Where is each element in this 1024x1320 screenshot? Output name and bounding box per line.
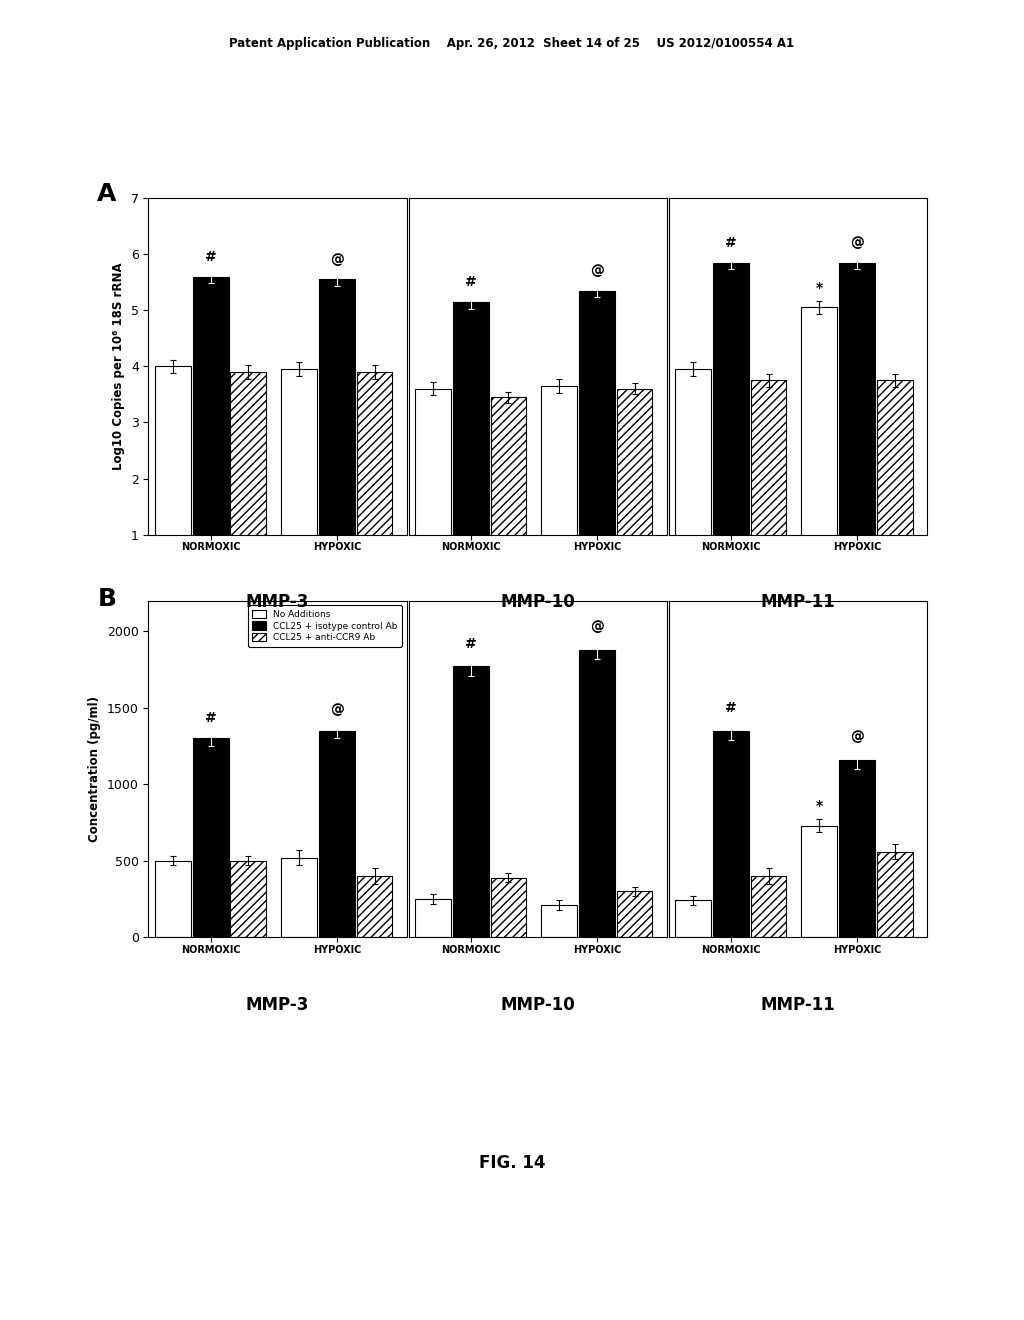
Bar xyxy=(415,388,451,591)
Bar xyxy=(282,858,317,937)
Text: MMP-3: MMP-3 xyxy=(246,995,309,1014)
Bar xyxy=(713,731,749,937)
Text: #: # xyxy=(725,236,736,251)
Text: @: @ xyxy=(850,730,864,744)
Text: MMP-10: MMP-10 xyxy=(501,593,574,611)
Bar xyxy=(356,876,392,937)
Bar xyxy=(490,878,526,937)
Bar xyxy=(675,900,711,937)
Legend: No Additions, CCL25 + isotype control Ab, CCL25 + anti-CCR9 Ab: No Additions, CCL25 + isotype control Ab… xyxy=(248,605,402,647)
Text: #: # xyxy=(465,638,476,651)
Bar xyxy=(616,388,652,591)
Bar xyxy=(155,861,190,937)
Bar xyxy=(542,385,578,591)
Bar xyxy=(839,760,874,937)
Bar xyxy=(193,738,228,937)
Text: MMP-11: MMP-11 xyxy=(761,593,835,611)
Text: #: # xyxy=(205,251,216,264)
Bar xyxy=(579,649,614,937)
Bar xyxy=(616,891,652,937)
Bar xyxy=(230,861,266,937)
Bar xyxy=(230,372,266,591)
Bar xyxy=(877,851,912,937)
Text: *: * xyxy=(816,800,823,813)
Text: #: # xyxy=(725,701,736,715)
Text: @: @ xyxy=(590,264,604,279)
Text: MMP-11: MMP-11 xyxy=(761,995,835,1014)
Bar xyxy=(713,263,749,591)
Text: B: B xyxy=(97,587,117,611)
Text: #: # xyxy=(205,710,216,725)
Text: MMP-10: MMP-10 xyxy=(501,995,574,1014)
Bar xyxy=(802,308,838,591)
Text: @: @ xyxy=(590,620,604,635)
Bar xyxy=(453,667,488,937)
Bar xyxy=(193,277,228,591)
Bar xyxy=(453,302,488,591)
Bar xyxy=(318,280,354,591)
Bar xyxy=(490,397,526,591)
Y-axis label: Concentration (pg/ml): Concentration (pg/ml) xyxy=(88,696,101,842)
Text: FIG. 14: FIG. 14 xyxy=(479,1154,545,1172)
Bar xyxy=(839,263,874,591)
Text: Patent Application Publication    Apr. 26, 2012  Sheet 14 of 25    US 2012/01005: Patent Application Publication Apr. 26, … xyxy=(229,37,795,50)
Text: #: # xyxy=(465,276,476,289)
Bar xyxy=(751,876,786,937)
Bar xyxy=(751,380,786,591)
Bar xyxy=(675,370,711,591)
Y-axis label: Log10 Copies per 10⁶ 18S rRNA: Log10 Copies per 10⁶ 18S rRNA xyxy=(113,263,125,470)
Text: MMP-3: MMP-3 xyxy=(246,593,309,611)
Text: @: @ xyxy=(330,702,344,717)
Text: @: @ xyxy=(330,253,344,267)
Bar xyxy=(579,290,614,591)
Bar xyxy=(282,370,317,591)
Bar xyxy=(356,372,392,591)
Bar xyxy=(542,906,578,937)
Text: A: A xyxy=(97,182,117,206)
Text: *: * xyxy=(816,281,823,296)
Bar xyxy=(415,899,451,937)
Bar xyxy=(155,367,190,591)
Text: @: @ xyxy=(850,236,864,251)
Bar xyxy=(318,731,354,937)
Bar xyxy=(877,380,912,591)
Bar xyxy=(802,825,838,937)
